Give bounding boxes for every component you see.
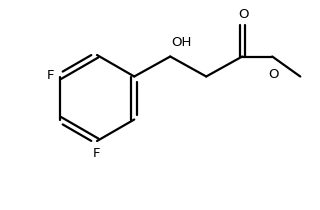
Text: O: O bbox=[238, 8, 249, 21]
Text: F: F bbox=[46, 69, 54, 82]
Text: F: F bbox=[93, 147, 101, 160]
Text: OH: OH bbox=[171, 37, 192, 50]
Text: O: O bbox=[268, 68, 278, 81]
